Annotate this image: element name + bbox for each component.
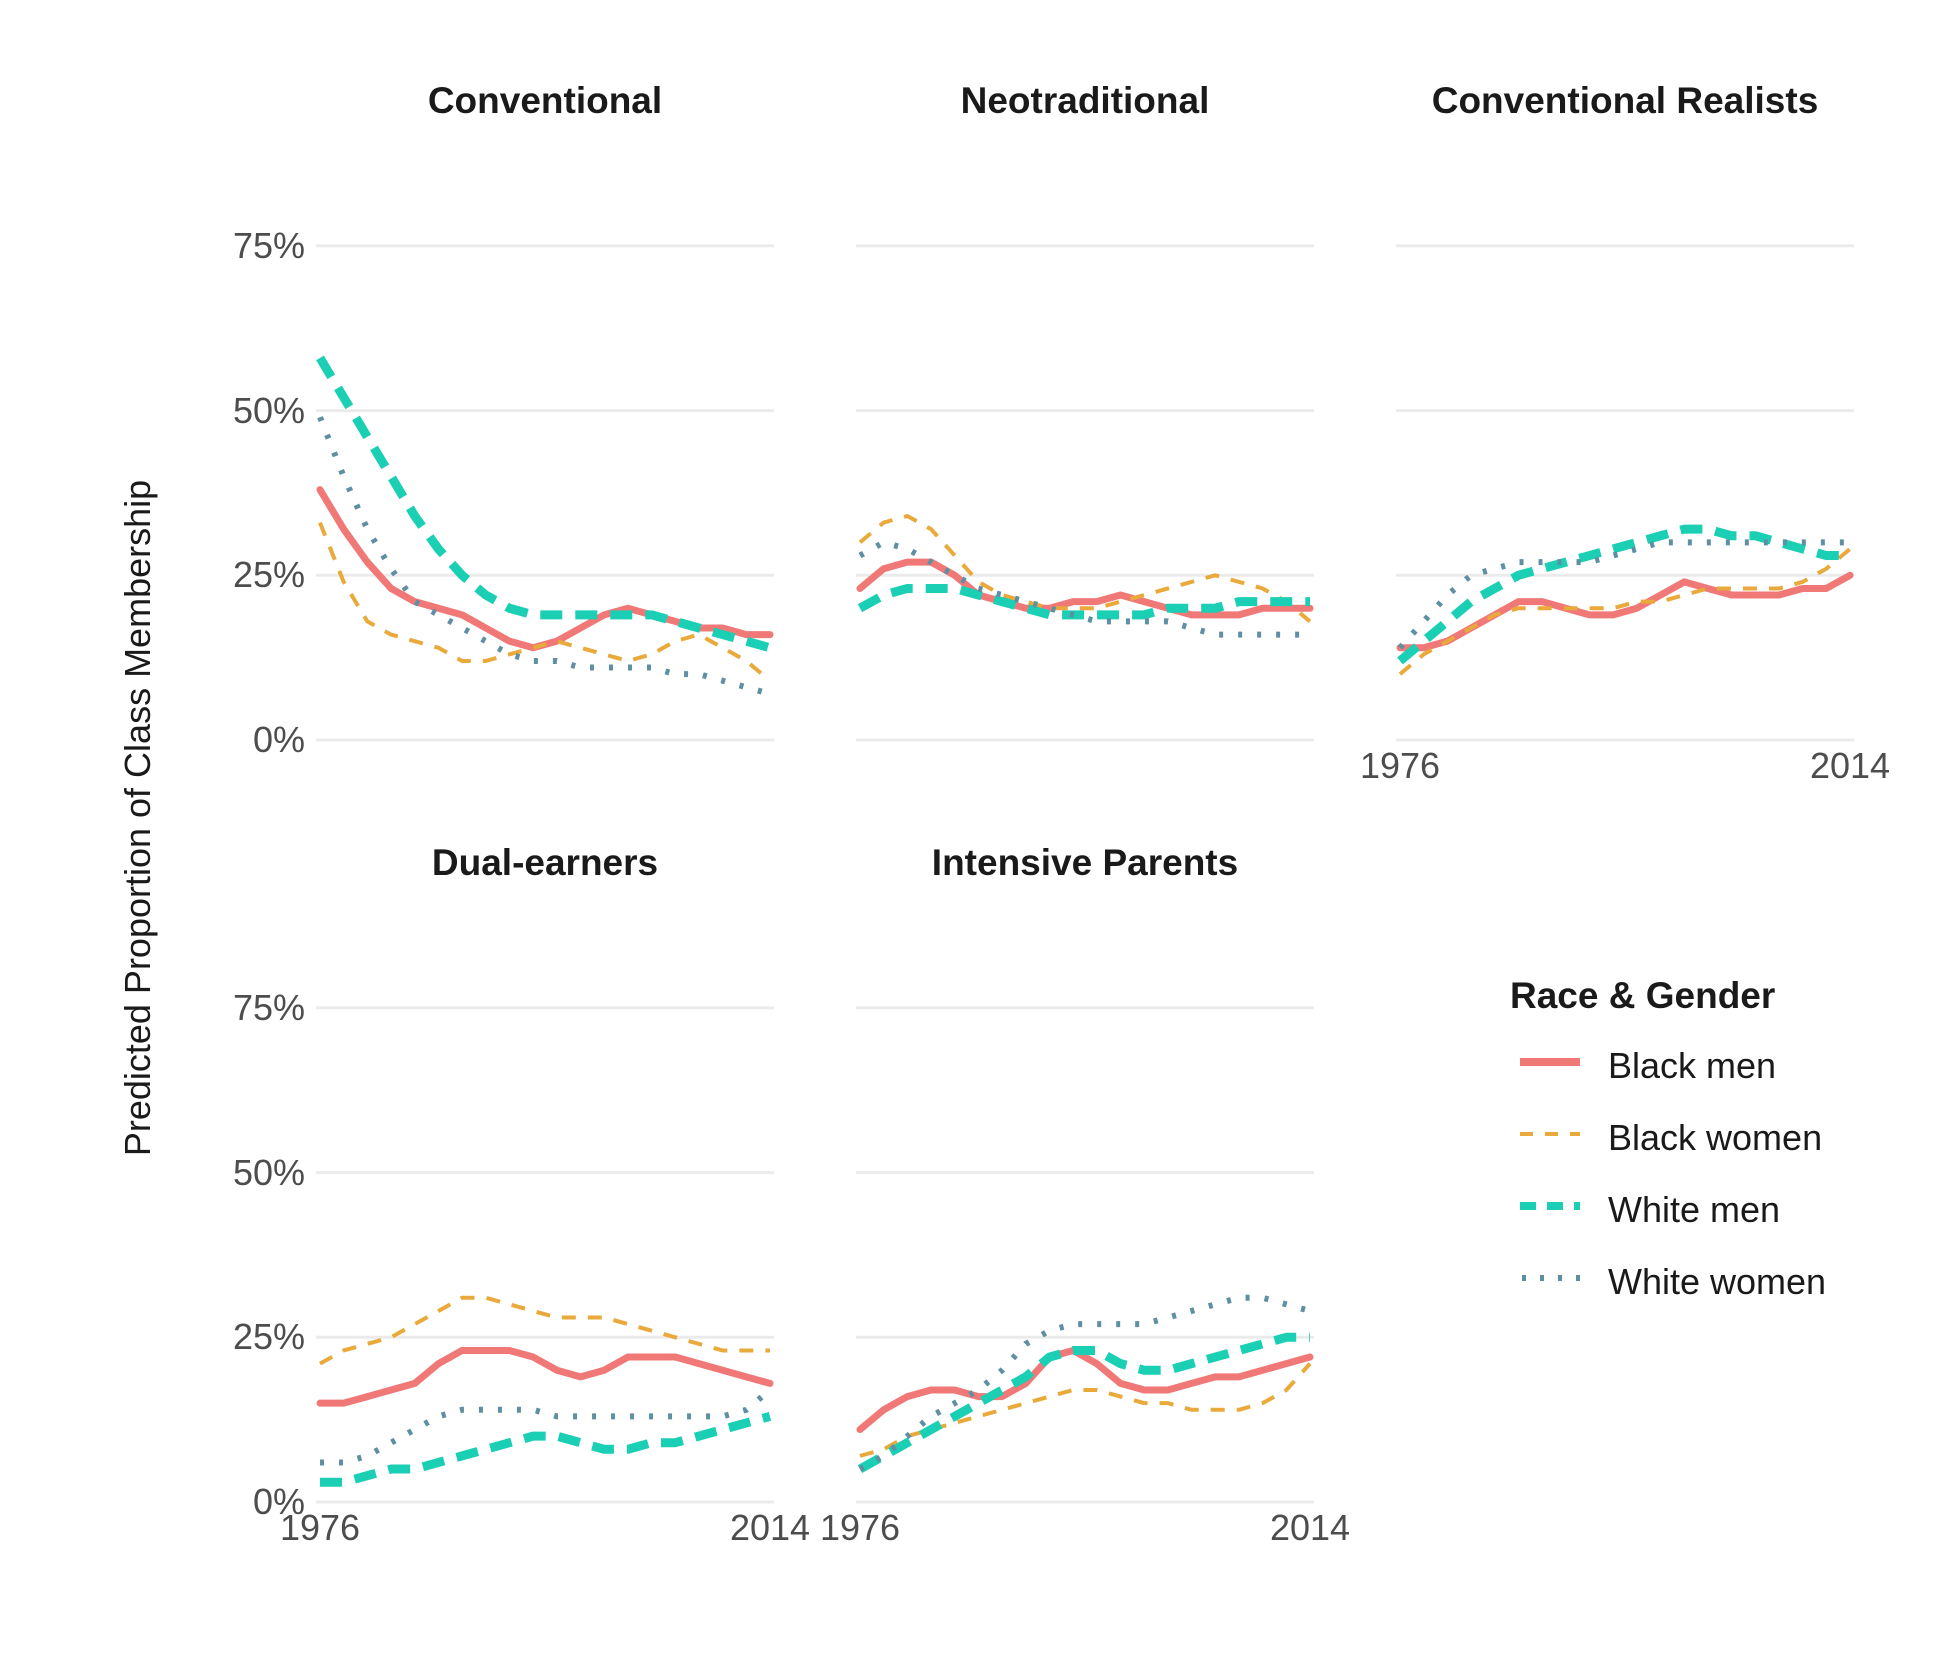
series-line-black-men-conventional	[316, 486, 774, 652]
series-line-black-women-conventional	[318, 521, 772, 683]
x-tick-label: 1976	[819, 1507, 901, 1548]
panel-title-conventional-realists: Conventional Realists	[1431, 80, 1819, 121]
panel-title-intensive-parents: Intensive Parents	[931, 842, 1239, 883]
panel-title-conventional: Conventional	[427, 80, 663, 121]
series-line-black-men-intensive-parents	[856, 1346, 1314, 1434]
series-line-white-women-intensive-parents	[858, 1294, 1311, 1472]
series-line-white-women-conventional	[317, 416, 771, 697]
series-line-white-women-dual-earners	[320, 1387, 772, 1466]
y-tick-label: 0%	[252, 1481, 305, 1522]
series-line-white-men-dual-earners	[320, 1412, 772, 1487]
x-tick-label: 1976	[279, 1507, 361, 1548]
legend-key-white-women	[1522, 1275, 1580, 1281]
legend-key-white-men	[1520, 1202, 1580, 1210]
legend-label: Black men	[1608, 1045, 1777, 1086]
x-tick-label: 2014	[1269, 1507, 1351, 1548]
legend-key-black-women	[1520, 1132, 1580, 1136]
legend-item-white-women: White women	[1510, 1247, 1826, 1319]
y-tick-label: 75%	[232, 986, 305, 1028]
series-line-black-women-conventional-realists	[1398, 547, 1852, 676]
series-line-black-women-neotraditional	[858, 514, 1312, 623]
y-tick-label: 25%	[232, 1316, 305, 1358]
series-line-black-men-neotraditional	[856, 558, 1314, 619]
x-tick-label: 2014	[1809, 745, 1891, 786]
series-line-black-women-dual-earners	[319, 1295, 770, 1366]
legend-label: White men	[1608, 1189, 1781, 1230]
y-tick-label: 0%	[252, 719, 305, 760]
series-line-white-men-neotraditional	[857, 583, 1310, 620]
y-tick-label: 75%	[232, 224, 305, 266]
series-line-white-men-conventional-realists	[1397, 524, 1850, 665]
series-line-white-men-conventional	[316, 355, 772, 653]
legend: Race & Gender Black men Black women Whit…	[1510, 975, 1826, 1319]
legend-title: Race & Gender	[1510, 975, 1776, 1016]
y-tick-label: 25%	[232, 554, 305, 596]
series-line-black-men-conventional-realists	[1396, 571, 1854, 652]
y-tick-label: 50%	[232, 389, 305, 431]
y-axis-title-text: Predicted Proportion of Class Membership	[117, 479, 158, 1157]
series-line-black-men-dual-earners	[316, 1346, 774, 1407]
legend-item-white-men: White men	[1510, 1175, 1780, 1247]
legend-key-black-men	[1520, 1058, 1580, 1066]
legend-item-black-women: Black women	[1510, 1103, 1822, 1175]
legend-label: Black women	[1608, 1117, 1823, 1158]
panel-title-dual-earners: Dual-earners	[431, 842, 659, 883]
legend-label: White women	[1608, 1261, 1827, 1302]
y-tick-label: 50%	[232, 1151, 305, 1193]
x-tick-label: 2014	[729, 1507, 811, 1548]
panel-title-neotraditional: Neotraditional	[960, 80, 1210, 121]
x-tick-label: 1976	[1359, 745, 1441, 786]
legend-item-black-men: Black men	[1510, 1031, 1777, 1103]
series-line-white-men-intensive-parents	[857, 1332, 1310, 1473]
